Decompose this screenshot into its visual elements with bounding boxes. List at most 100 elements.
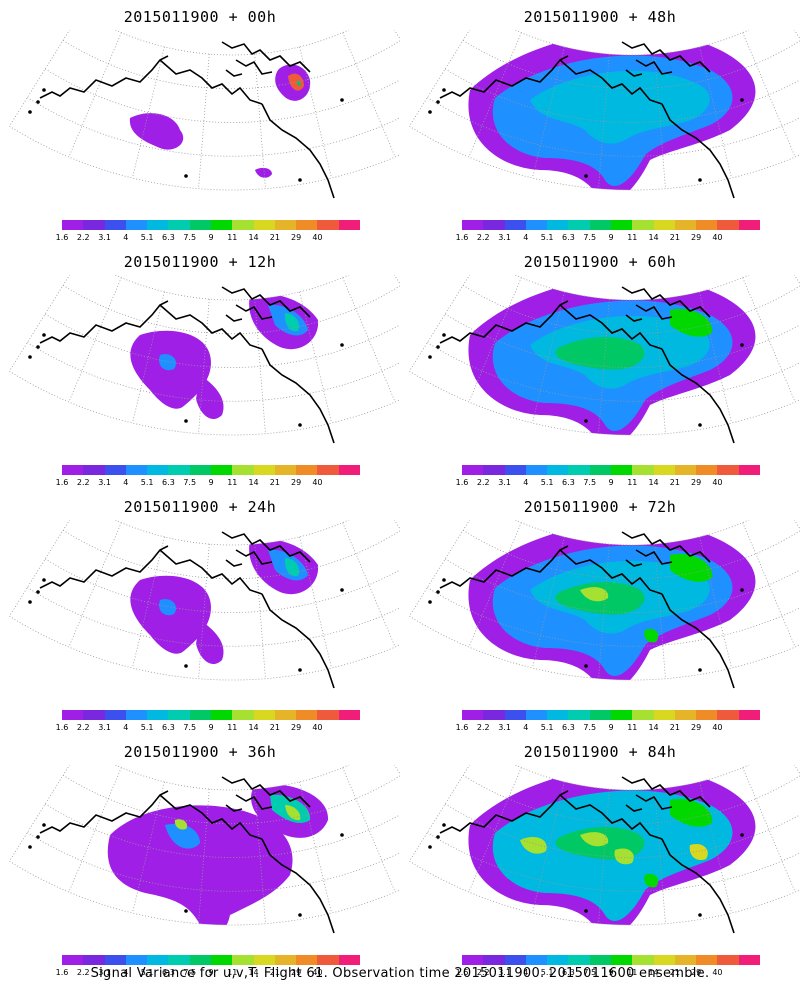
colorbar-label: 11 — [627, 478, 638, 487]
colorbar-swatch — [338, 955, 360, 965]
colorbar-swatch — [210, 710, 233, 720]
variance-region — [530, 70, 710, 144]
variance-region — [107, 805, 293, 925]
island — [340, 98, 344, 102]
colorbar-swatch — [253, 465, 275, 475]
colorbar-label: 29 — [291, 478, 302, 487]
colorbar-label: 1.6 — [55, 968, 69, 977]
coastline — [39, 531, 335, 689]
colorbar-swatch — [296, 955, 318, 965]
colorbar-label: 40 — [712, 478, 723, 487]
latitude-line — [44, 68, 400, 123]
colorbar-swatch — [168, 465, 190, 475]
colorbar-label: 14 — [248, 233, 259, 242]
colorbar-swatch — [210, 220, 233, 230]
colorbar-label: 9 — [608, 233, 614, 242]
longitude-line — [9, 520, 71, 617]
colorbar-label: 2.2 — [76, 233, 90, 242]
colorbar-swatch — [317, 465, 339, 475]
variance-map — [9, 520, 400, 689]
colorbar-swatch — [589, 465, 611, 475]
colorbar-label: 6.3 — [162, 233, 175, 242]
colorbar-swatch — [674, 955, 697, 965]
colorbar-swatch — [568, 710, 590, 720]
colorbar-swatch — [547, 955, 569, 965]
latitude-line — [9, 615, 400, 681]
colorbar-labels: 1.6 2.2 3.1 4 5.1 6.3 7.5 9 11 14 21 29 40 — [456, 968, 760, 980]
colorbar-swatch — [717, 955, 739, 965]
colorbar-swatch — [168, 220, 190, 230]
island — [184, 909, 188, 913]
colorbar-label: 14 — [648, 723, 659, 732]
colorbar-swatch — [210, 465, 233, 475]
colorbar-swatch — [632, 465, 654, 475]
colorbar — [62, 710, 360, 720]
variance-shading — [130, 538, 319, 665]
variance-map — [409, 520, 800, 689]
colorbar-label: 4 — [123, 233, 129, 242]
colorbar-label: 4 — [523, 233, 529, 242]
colorbar-label: 9 — [208, 723, 214, 732]
colorbar-label: 29 — [691, 723, 702, 732]
island — [36, 345, 40, 349]
island — [428, 355, 432, 359]
colorbar-swatch — [610, 465, 633, 475]
colorbar-swatch — [232, 465, 254, 475]
colorbar-label: 40 — [312, 478, 323, 487]
longitude-line — [793, 765, 800, 775]
colorbar-label: 3.1 — [498, 723, 511, 732]
colorbar-swatch — [653, 710, 675, 720]
colorbar — [462, 955, 760, 965]
colorbar-label: 14 — [248, 968, 259, 977]
latitude-line — [409, 370, 800, 436]
colorbar-label: 11 — [627, 723, 638, 732]
island — [28, 845, 32, 849]
colorbar-swatch — [338, 710, 360, 720]
panel-title: 2015011900 + 12h — [123, 253, 277, 271]
colorbar-swatch — [125, 465, 148, 475]
map-panel: 2015011900 + 00h 1.6 2.2 3.1 4 5.1 6.3 7.5 9 11 14… — [0, 0, 400, 245]
colorbar-swatch — [483, 465, 505, 475]
colorbar-label: 7.5 — [583, 968, 597, 977]
variance-shading — [107, 784, 329, 925]
colorbar-label: 5.1 — [540, 478, 554, 487]
colorbar-swatch — [232, 955, 254, 965]
variance-region — [129, 113, 184, 150]
island — [740, 98, 744, 102]
colorbar-label: 40 — [312, 723, 323, 732]
colorbar-swatch — [125, 220, 148, 230]
panel-title: 2015011900 + 60h — [523, 253, 677, 271]
colorbar-label: 21 — [269, 233, 280, 242]
colorbar-swatch — [104, 955, 126, 965]
island — [584, 174, 588, 178]
colorbar-label: 21 — [669, 478, 680, 487]
colorbar-label: 6.3 — [562, 478, 575, 487]
coastline — [39, 776, 335, 934]
colorbar-swatch — [189, 465, 211, 475]
colorbar — [62, 465, 360, 475]
colorbar-label: 6.3 — [162, 723, 175, 732]
colorbar-label: 21 — [669, 968, 680, 977]
colorbar-swatch — [125, 710, 148, 720]
colorbar-label: 4 — [123, 968, 129, 977]
colorbar-swatch — [147, 220, 169, 230]
colorbar-swatch — [483, 220, 505, 230]
variance-region — [580, 587, 609, 602]
longitude-line — [9, 765, 71, 862]
island — [428, 110, 432, 114]
island — [436, 345, 440, 349]
colorbar-label: 7.5 — [183, 233, 197, 242]
colorbar-swatch — [62, 220, 84, 230]
colorbar-swatch — [83, 710, 105, 720]
graticule — [409, 520, 800, 681]
colorbar-label: 21 — [269, 478, 280, 487]
longitude-line — [9, 30, 71, 127]
panel-title: 2015011900 + 48h — [523, 8, 677, 26]
colorbar — [62, 955, 360, 965]
longitude-line — [342, 522, 396, 648]
map-panel: 2015011900 + 84h 1.6 2.2 3.1 4 5.1 6.3 7.5 9 11 14… — [400, 735, 800, 980]
island — [184, 419, 188, 423]
coastline — [439, 776, 735, 934]
variance-map — [409, 765, 800, 934]
colorbar-label: 5.1 — [140, 478, 154, 487]
